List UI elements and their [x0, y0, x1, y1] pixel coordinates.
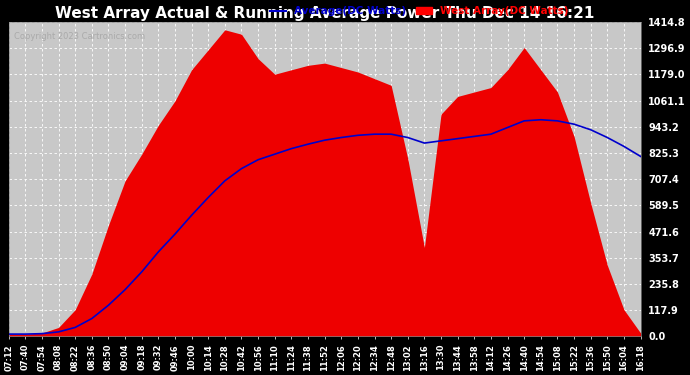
Legend: Average(DC Watts), West Array(DC Watts): Average(DC Watts), West Array(DC Watts) — [266, 2, 573, 21]
Text: Copyright 2023 Cartronics.com: Copyright 2023 Cartronics.com — [14, 32, 145, 41]
Title: West Array Actual & Running Average Power Thu Dec 14 16:21: West Array Actual & Running Average Powe… — [55, 6, 594, 21]
